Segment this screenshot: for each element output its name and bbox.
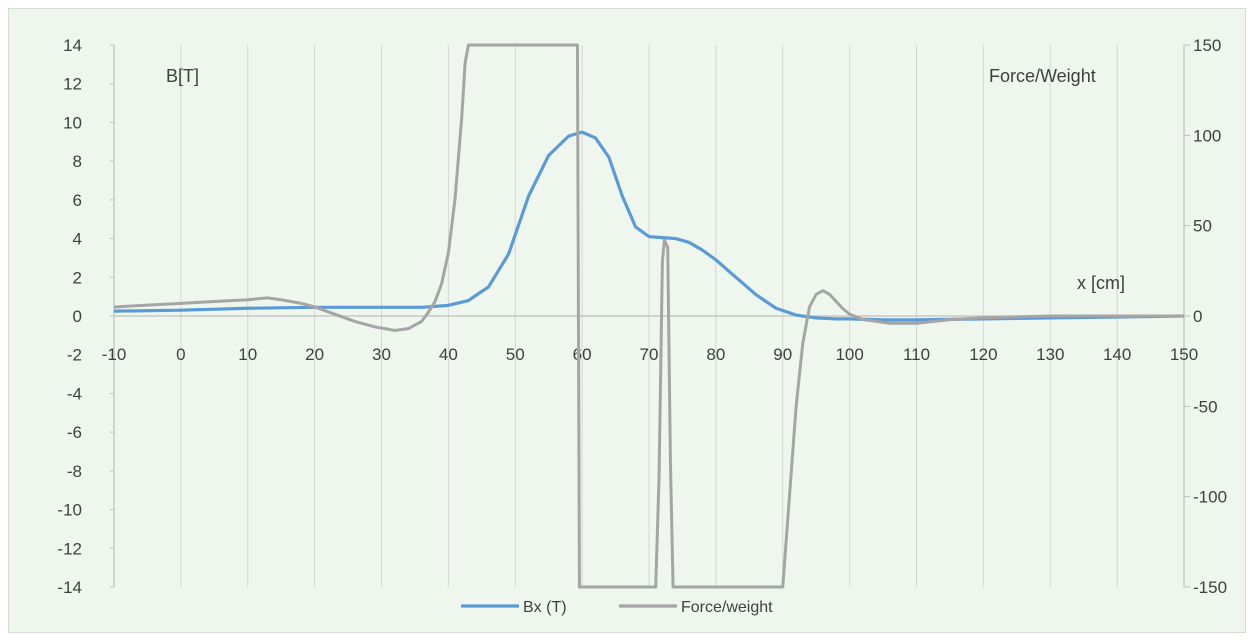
x-tick-label: 10 — [238, 345, 257, 364]
chart-svg: -14-12-10-8-6-4-202468101214-150-100-500… — [57, 36, 1227, 616]
y-left-tick-label: -6 — [67, 423, 82, 442]
x-tick-label: 80 — [706, 345, 725, 364]
chart-frame: -14 -12 -10 -8 -6 -4 -2 0 2 4 6 8 10 12 14 -150 -100 -50 0… — [8, 8, 1246, 633]
y-left-tick-label: -10 — [57, 501, 82, 520]
y-left-tick-label: 0 — [73, 307, 82, 326]
y-right-tick-label: 100 — [1193, 126, 1221, 145]
series-layer — [114, 43, 1184, 589]
x-tick-label: 70 — [640, 345, 659, 364]
legend: Bx (T) Force/weight — [461, 599, 773, 616]
x-axis-title: x [cm] — [1077, 273, 1125, 293]
x-tick-label: 120 — [969, 345, 997, 364]
x-tick-label: -10 — [102, 345, 127, 364]
x-tick-label: 30 — [372, 345, 391, 364]
y-right-tick-label: -50 — [1193, 397, 1218, 416]
legend-label: Bx (T) — [523, 599, 567, 616]
series-line-force-weight — [114, 43, 1184, 589]
y-left-tick-label: 6 — [73, 191, 82, 210]
y-right-tick-label: 0 — [1193, 307, 1202, 326]
y-axis-left-title: B[T] — [166, 66, 199, 86]
x-tick-label: 60 — [573, 345, 592, 364]
y-left-tick-label: 2 — [73, 268, 82, 287]
y-left-tick-label: 10 — [63, 113, 82, 132]
legend-label: Force/weight — [681, 599, 773, 616]
x-tick-label: 40 — [439, 345, 458, 364]
tick-layer: -14-12-10-8-6-4-202468101214-150-100-500… — [57, 36, 1227, 597]
x-tick-label: 110 — [903, 345, 930, 364]
y-left-tick-label: -14 — [57, 578, 82, 597]
y-left-tick-label: 14 — [63, 36, 82, 55]
x-tick-label: 50 — [506, 345, 525, 364]
x-tick-label: 100 — [835, 345, 863, 364]
y-right-tick-label: 150 — [1193, 36, 1221, 55]
x-tick-label: 20 — [305, 345, 324, 364]
y-left-tick-label: 12 — [63, 75, 82, 94]
y-axis-right-title: Force/Weight — [989, 66, 1096, 86]
x-tick-label: 140 — [1103, 345, 1131, 364]
y-left-tick-label: -4 — [67, 384, 82, 403]
x-tick-label: 150 — [1170, 345, 1198, 364]
x-tick-label: 90 — [773, 345, 792, 364]
y-left-tick-label: 8 — [73, 152, 82, 171]
y-right-tick-label: -150 — [1193, 578, 1227, 597]
y-left-tick-label: 4 — [73, 230, 82, 249]
y-right-tick-label: -100 — [1193, 488, 1227, 507]
y-right-tick-label: 50 — [1193, 217, 1212, 236]
y-left-tick-label: -2 — [67, 346, 82, 365]
y-left-tick-label: -12 — [57, 539, 82, 558]
x-tick-label: 130 — [1036, 345, 1064, 364]
y-left-tick-label: -8 — [67, 462, 82, 481]
x-tick-label: 0 — [176, 345, 185, 364]
series-line-bx — [114, 130, 1184, 322]
